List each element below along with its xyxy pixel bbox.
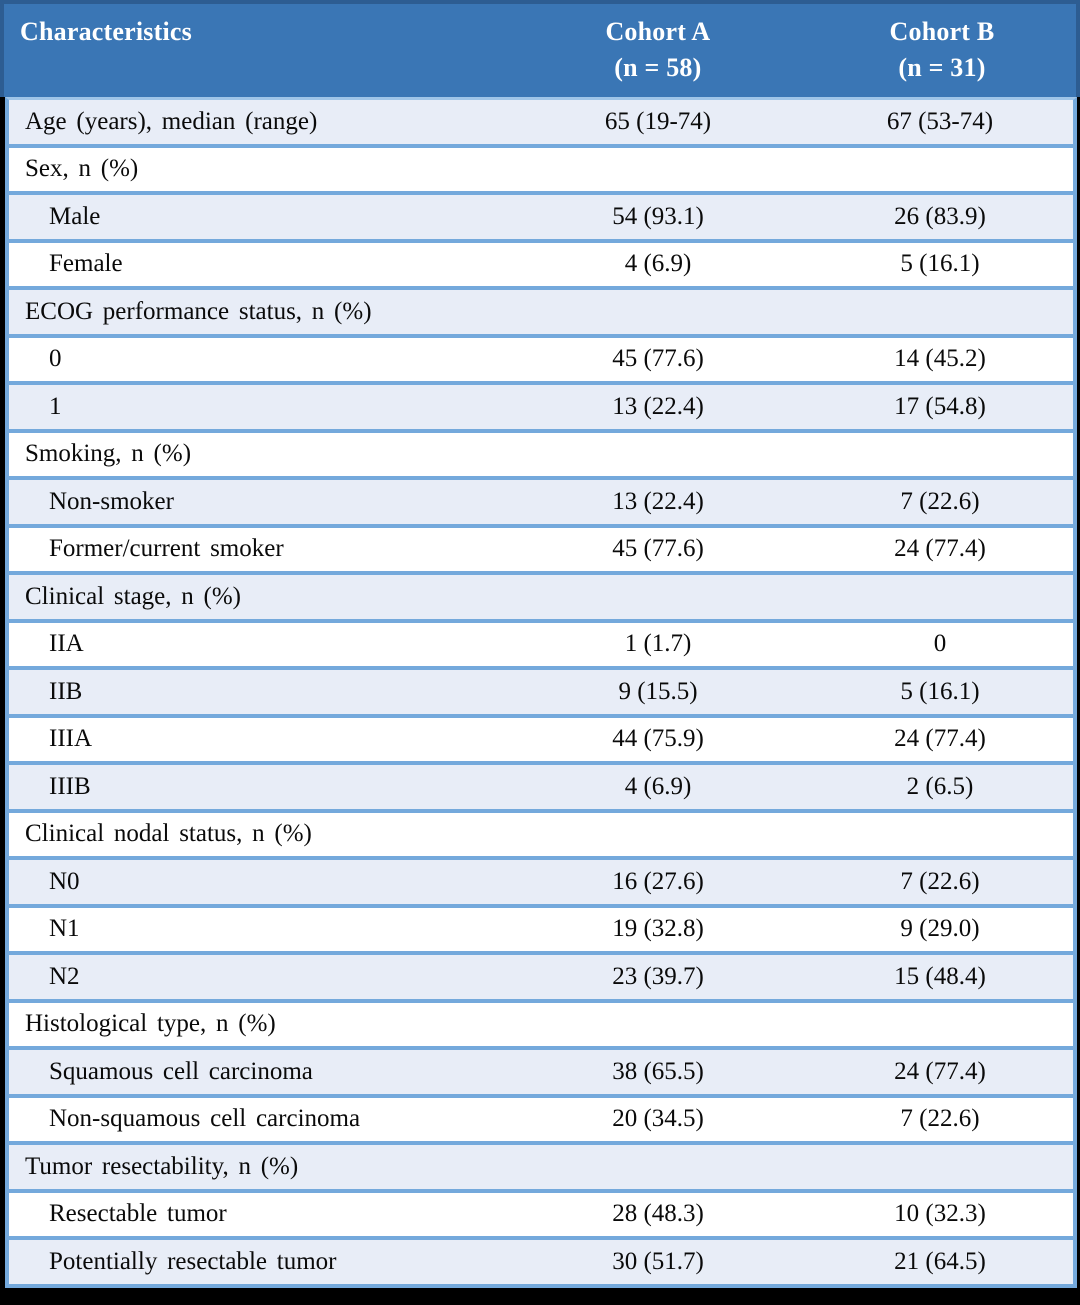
table-row-item: IIIA 44 (75.9) 24 (77.4) [9,717,1073,765]
row-label: N1 [49,915,80,943]
row-label: Clinical stage, n (%) [25,582,241,610]
cohort-b-value: 9 (29.0) [900,915,980,943]
cohort-b-value: 10 (32.3) [894,1200,986,1228]
table-row-item: Resectable tumor 28 (48.3) 10 (32.3) [9,1192,1073,1240]
row-label: Non-smoker [49,487,174,515]
cohort-a-value: 13 (22.4) [612,392,704,420]
table-row-section: Tumor resectability, n (%) [9,1145,1073,1193]
cohort-a-value: 23 (39.7) [612,962,704,990]
cohort-a-value: 20 (34.5) [612,1105,704,1133]
header-cohort-b: Cohort B (n = 31) [808,4,1076,97]
table-row-item: IIB 9 (15.5) 5 (16.1) [9,670,1073,718]
table-row-item: IIA 1 (1.7) 0 [9,622,1073,670]
header-cohort-a: Cohort A (n = 58) [508,4,808,97]
cohort-a-value: 19 (32.8) [612,915,704,943]
row-label: N0 [49,867,80,895]
cohort-a-value: 65 (19-74) [604,107,712,135]
table-row-item: Non-smoker 13 (22.4) 7 (22.6) [9,480,1073,528]
cohort-b-value: 17 (54.8) [894,392,986,420]
table-row-item: Male 54 (93.1) 26 (83.9) [9,195,1073,243]
row-label: Clinical nodal status, n (%) [25,820,312,848]
table-row-section: Clinical stage, n (%) [9,575,1073,623]
cohort-a-value: 28 (48.3) [612,1200,704,1228]
cohort-a-value: 13 (22.4) [612,487,704,515]
table-row-section: Smoking, n (%) [9,432,1073,480]
table-row-item: Female 4 (6.9) 5 (16.1) [9,242,1073,290]
row-label: IIIA [49,725,93,753]
row-label: Histological type, n (%) [25,1010,276,1038]
cohort-b-value: 7 (22.6) [900,487,980,515]
table-row-item: Non-squamous cell carcinoma 20 (34.5) 7 (2… [9,1097,1073,1145]
row-label: Age (years), median (range) [25,107,318,135]
row-label: N2 [49,962,80,990]
table-row-section: Clinical nodal status, n (%) [9,812,1073,860]
row-label: Former/current smoker [49,535,284,563]
row-label: Resectable tumor [49,1200,227,1228]
cohort-b-value: 24 (77.4) [894,1057,986,1085]
row-label: ECOG performance status, n (%) [25,297,372,325]
table-row-item: N1 19 (32.8) 9 (29.0) [9,907,1073,955]
cohort-a-value: 44 (75.9) [612,725,704,753]
row-label: Potentially resectable tumor [49,1247,337,1275]
cohort-b-value: 26 (83.9) [894,202,986,230]
cohort-b-value: 5 (16.1) [900,250,980,278]
cohort-b-value: 0 [933,630,947,658]
header-characteristics: Characteristics [20,17,192,46]
cohort-a-value: 9 (15.5) [618,677,698,705]
table-row-section: Age (years), median (range) 65 (19-74) 67 … [9,100,1073,148]
table-body: Age (years), median (range) 65 (19-74) 67 … [5,97,1077,1288]
cohort-a-value: 30 (51.7) [612,1247,704,1275]
table-row-item: 0 45 (77.6) 14 (45.2) [9,337,1073,385]
cohort-b-value: 67 (53-74) [886,107,994,135]
cohort-a-value: 54 (93.1) [612,202,704,230]
table-row-section: Histological type, n (%) [9,1002,1073,1050]
cohort-a-value: 4 (6.9) [624,250,692,278]
cohort-b-value: 15 (48.4) [894,962,986,990]
row-label: 1 [49,392,62,420]
row-label: Female [49,250,123,278]
cohort-b-value: 7 (22.6) [900,1105,980,1133]
cohort-b-value: 2 (6.5) [906,772,974,800]
row-label: Male [49,202,101,230]
cohort-b-title: Cohort B [889,17,995,46]
cohort-a-value: 4 (6.9) [624,772,692,800]
cohort-b-value: 24 (77.4) [894,535,986,563]
row-label: Smoking, n (%) [25,440,192,468]
row-label: IIB [49,677,83,705]
row-label: Tumor resectability, n (%) [25,1152,299,1180]
table-row-item: Potentially resectable tumor 30 (51.7) 21 … [9,1240,1073,1288]
cohort-a-value: 38 (65.5) [612,1057,704,1085]
cohort-b-value: 21 (64.5) [894,1247,986,1275]
cohort-b-value: 24 (77.4) [894,725,986,753]
table-row-section: ECOG performance status, n (%) [9,290,1073,338]
cohort-a-value: 45 (77.6) [612,345,704,373]
row-label: IIIB [49,772,91,800]
table-row-item: Squamous cell carcinoma 38 (65.5) 24 (77.4… [9,1050,1073,1098]
row-label: Squamous cell carcinoma [49,1057,313,1085]
table-row-item: Former/current smoker 45 (77.6) 24 (77.4) [9,527,1073,575]
cohort-b-sample-size: (n = 31) [898,53,986,82]
cohort-a-title: Cohort A [605,17,711,46]
row-label: Non-squamous cell carcinoma [49,1105,361,1133]
cohort-a-value: 45 (77.6) [612,535,704,563]
cohort-b-value: 5 (16.1) [900,677,980,705]
cohort-a-value: 16 (27.6) [612,867,704,895]
row-label: 0 [49,345,62,373]
table-header-row: Characteristics Cohort A (n = 58) Cohort… [0,0,1080,97]
table-row-item: IIIB 4 (6.9) 2 (6.5) [9,765,1073,813]
cohort-a-sample-size: (n = 58) [614,53,702,82]
table-row-section: Sex, n (%) [9,147,1073,195]
cohort-b-value: 7 (22.6) [900,867,980,895]
table-row-item: N2 23 (39.7) 15 (48.4) [9,955,1073,1003]
cohort-a-value: 1 (1.7) [624,630,692,658]
cohort-b-value: 14 (45.2) [894,345,986,373]
row-label: Sex, n (%) [25,155,139,183]
table-row-item: 1 13 (22.4) 17 (54.8) [9,385,1073,433]
row-label: IIA [49,630,84,658]
table-row-item: N0 16 (27.6) 7 (22.6) [9,860,1073,908]
